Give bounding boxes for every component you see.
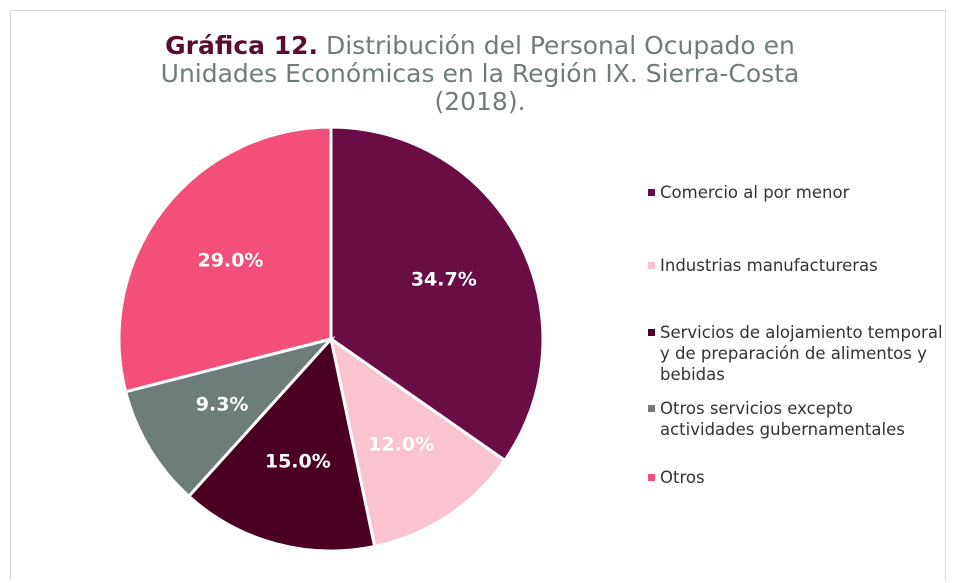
pie-label: 29.0% bbox=[198, 250, 264, 272]
legend-label: Servicios de alojamiento temporal y de p… bbox=[660, 323, 943, 384]
legend-swatch bbox=[648, 405, 655, 412]
pie-slice bbox=[123, 336, 336, 499]
legend-label: Industrias manufactureras bbox=[660, 256, 878, 275]
legend-swatch bbox=[648, 474, 655, 481]
legend-label: Otros bbox=[660, 468, 705, 487]
legend-item: Industrias manufactureras bbox=[648, 255, 950, 276]
pie-label: 12.0% bbox=[368, 434, 434, 456]
legend-label: Comercio al por menor bbox=[660, 183, 850, 202]
legend-label: Otros servicios excepto actividades gube… bbox=[660, 399, 905, 439]
pie-slice bbox=[329, 125, 545, 463]
legend-item: Otros servicios excepto actividades gube… bbox=[648, 398, 950, 440]
legend-item: Comercio al por menor bbox=[648, 182, 950, 203]
subtitle: Distribución del Personal Ocupado en Uni… bbox=[160, 31, 800, 116]
legend-item: Servicios de alojamiento temporal y de p… bbox=[648, 322, 950, 385]
frame bbox=[10, 10, 946, 581]
legend-swatch bbox=[648, 329, 655, 336]
title-prefix: Gráfica 12. bbox=[165, 31, 319, 60]
chart-title: Gráfica 12. Distribución del Personal Oc… bbox=[150, 32, 810, 116]
legend-item: Otros bbox=[648, 467, 950, 488]
pie-slice bbox=[328, 335, 507, 549]
pie-label: 9.3% bbox=[196, 393, 249, 415]
legend-swatch bbox=[648, 189, 655, 196]
legend-swatch bbox=[648, 262, 655, 269]
pie-slice bbox=[186, 335, 377, 553]
pie-label: 34.7% bbox=[411, 269, 477, 291]
pie-slice bbox=[117, 125, 333, 394]
pie-label: 15.0% bbox=[265, 450, 331, 472]
